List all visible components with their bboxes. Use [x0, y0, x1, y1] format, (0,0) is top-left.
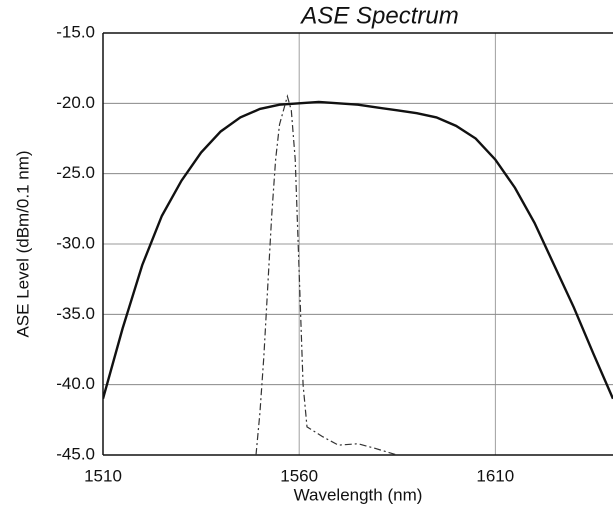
- y-tick-label: -40.0: [56, 374, 95, 393]
- y-tick-label: -20.0: [56, 93, 95, 112]
- x-axis-label: Wavelength (nm): [294, 485, 423, 504]
- plot-area: [103, 94, 613, 455]
- x-tick-label: 1560: [280, 466, 318, 485]
- line-series: [103, 100, 613, 400]
- y-tick-label: -25.0: [56, 163, 95, 182]
- x-tick-label: 1610: [476, 466, 514, 485]
- y-tick-label: -15.0: [56, 22, 95, 41]
- y-tick-label: -45.0: [56, 444, 95, 463]
- y-tick-label: -30.0: [56, 233, 95, 252]
- chart-title: ASE Spectrum: [299, 2, 458, 29]
- x-tick-label: 1510: [84, 466, 122, 485]
- line-series: [255, 94, 398, 455]
- y-axis-label: ASE Level (dBm/0.1 nm): [13, 150, 32, 337]
- y-tick-label: -35.0: [56, 304, 95, 323]
